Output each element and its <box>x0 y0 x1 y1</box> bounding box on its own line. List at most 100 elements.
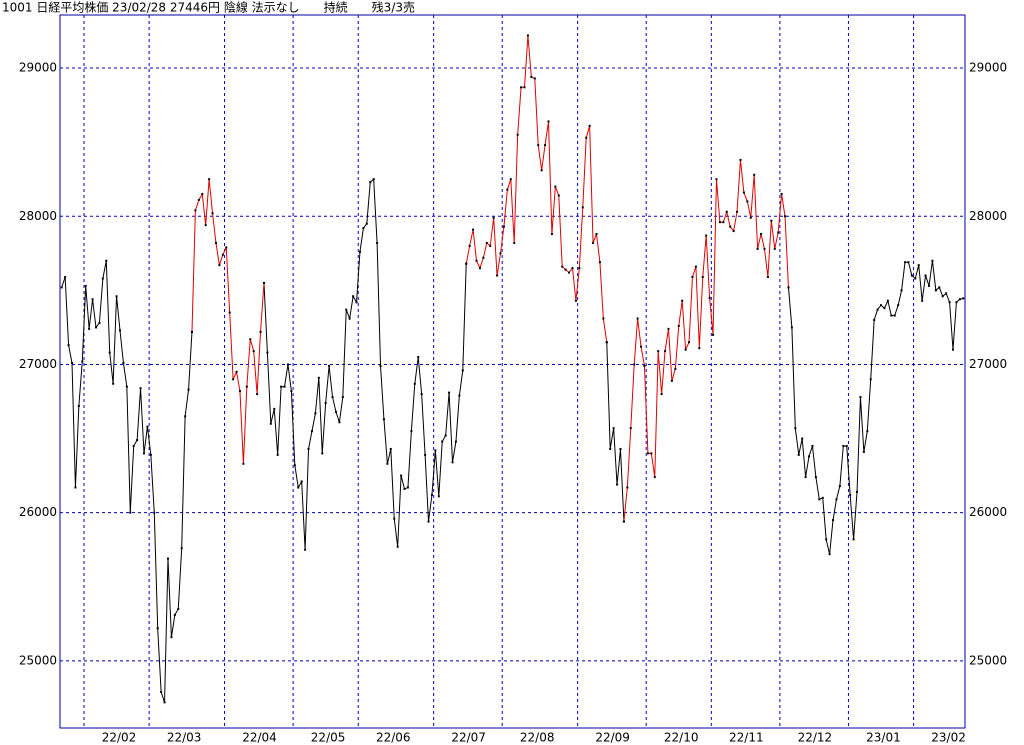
price-dot <box>790 326 793 329</box>
x-tick-label: 22/08 <box>520 731 555 745</box>
price-dot <box>444 434 447 437</box>
price-dot <box>571 267 574 270</box>
price-dot <box>619 447 622 450</box>
price-dot <box>773 247 776 250</box>
price-dot <box>334 410 337 413</box>
price-dot <box>670 379 673 382</box>
price-dot <box>218 264 221 267</box>
price-dot <box>766 276 769 279</box>
price-dot <box>300 480 303 483</box>
price-dot <box>540 169 543 172</box>
price-dot <box>626 486 629 489</box>
price-dot <box>862 450 865 453</box>
price-dot <box>725 210 728 213</box>
x-tick-label: 23/01 <box>866 731 901 745</box>
x-tick-label: 23/02 <box>931 731 966 745</box>
y2-tick-label: 26000 <box>969 505 1007 519</box>
price-dot <box>554 185 557 188</box>
y2-tick-label: 25000 <box>969 653 1007 667</box>
price-dot <box>324 401 327 404</box>
price-dot <box>513 241 516 244</box>
price-dot <box>400 474 403 477</box>
price-dot <box>235 370 238 373</box>
plot-frame <box>59 14 966 729</box>
price-dot <box>242 462 245 465</box>
price-dot <box>451 461 454 464</box>
x-tick-label: 22/05 <box>311 731 346 745</box>
price-dot <box>293 464 296 467</box>
price-dot <box>125 385 128 388</box>
price-dot <box>94 326 97 329</box>
price-dot <box>389 447 392 450</box>
price-dot <box>197 198 200 201</box>
price-dot <box>845 444 848 447</box>
price-dot <box>595 233 598 236</box>
price-dot <box>468 244 471 247</box>
price-dot <box>139 387 142 390</box>
price-dot <box>304 548 307 551</box>
price-dot <box>129 511 132 514</box>
price-dot <box>437 495 440 498</box>
price-dot <box>173 613 176 616</box>
price-dot <box>262 281 265 284</box>
price-dot <box>914 277 917 280</box>
price-dot <box>122 361 125 364</box>
price-dot <box>403 487 406 490</box>
price-dot <box>715 178 718 181</box>
price-dot <box>962 297 965 300</box>
price-dot <box>379 364 382 367</box>
price-dot <box>585 136 588 139</box>
price-dot <box>770 219 773 222</box>
price-dot <box>598 261 601 264</box>
price-dot <box>310 430 313 433</box>
price-dot <box>904 261 907 264</box>
price-dot <box>142 452 145 455</box>
price-dot <box>112 382 115 385</box>
price-dot <box>814 476 817 479</box>
price-dot <box>170 636 173 639</box>
price-dot <box>252 350 255 353</box>
price-dot <box>564 268 567 271</box>
y-tick-label: 26000 <box>19 505 57 519</box>
price-dot <box>955 301 958 304</box>
price-dot <box>221 253 224 256</box>
price-dot <box>866 430 869 433</box>
price-dot <box>516 133 519 136</box>
price-dot <box>509 178 512 181</box>
price-dot <box>698 347 701 350</box>
price-dot <box>952 348 955 351</box>
price-dot <box>472 228 475 231</box>
price-dot <box>345 308 348 311</box>
price-dot <box>667 327 670 330</box>
y-tick-label: 28000 <box>19 209 57 223</box>
price-dot <box>828 553 831 556</box>
price-dot <box>60 286 63 289</box>
price-dot <box>321 452 324 455</box>
price-dot <box>214 241 217 244</box>
price-dot <box>712 333 715 336</box>
price-dot <box>286 363 289 366</box>
price-dot <box>794 427 797 430</box>
price-dot <box>574 299 577 302</box>
price-dot <box>746 200 749 203</box>
price-dot <box>98 321 101 324</box>
price-dot <box>742 191 745 194</box>
price-dot <box>430 493 433 496</box>
price-dot <box>869 378 872 381</box>
price-dot <box>382 418 385 421</box>
price-dot <box>544 144 547 147</box>
price-dot <box>245 385 248 388</box>
price-dot <box>756 247 759 250</box>
price-dot <box>77 404 80 407</box>
y2-tick-label: 27000 <box>969 357 1007 371</box>
price-dot <box>883 307 886 310</box>
y2-tick-label: 29000 <box>969 61 1007 75</box>
price-dot <box>190 330 193 333</box>
price-dot <box>832 519 835 522</box>
price-dot <box>646 452 649 455</box>
price-dot <box>705 234 708 237</box>
price-dot <box>660 393 663 396</box>
price-dot <box>653 476 656 479</box>
price-dot <box>115 295 118 298</box>
price-dot <box>739 158 742 161</box>
